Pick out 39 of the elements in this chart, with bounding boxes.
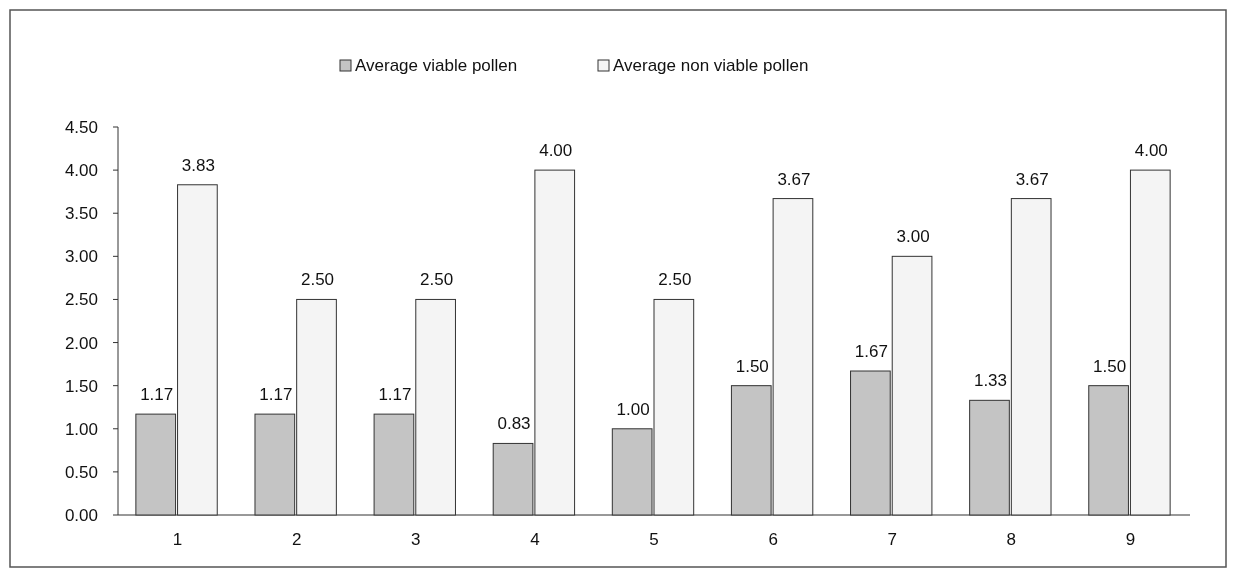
data-label: 1.17 xyxy=(378,385,412,405)
x-tick-label: 6 xyxy=(768,530,778,549)
y-tick-label: 0.50 xyxy=(64,462,98,482)
data-label: 2.50 xyxy=(300,270,335,290)
data-label: 4.00 xyxy=(539,141,573,161)
data-label: 3.83 xyxy=(181,155,215,175)
x-tick-label: 8 xyxy=(1006,530,1017,549)
x-tick-label: 5 xyxy=(649,530,659,549)
x-tick-label: 7 xyxy=(887,530,897,549)
data-label: 3.67 xyxy=(777,169,811,189)
x-tick-label: 3 xyxy=(411,530,421,549)
y-tick-label: 2.50 xyxy=(64,290,98,310)
data-label: 1.67 xyxy=(854,342,888,362)
y-tick-label: 2.00 xyxy=(64,333,98,353)
data-label: 1.50 xyxy=(1093,356,1127,376)
data-label: 1.50 xyxy=(735,356,769,376)
y-tick-label: 1.50 xyxy=(64,376,98,396)
y-tick-label: 4.00 xyxy=(64,161,98,181)
data-label: 0.83 xyxy=(497,414,531,434)
data-label: 3.00 xyxy=(896,227,930,247)
x-tick-label: 9 xyxy=(1125,530,1136,549)
x-tick-label: 1 xyxy=(172,530,183,549)
data-label: 1.00 xyxy=(616,399,650,419)
data-label: 3.67 xyxy=(1015,169,1049,189)
data-label: 1.33 xyxy=(973,371,1008,391)
y-tick-label: 3.50 xyxy=(64,204,98,224)
data-label: 4.00 xyxy=(1134,141,1168,161)
legend-label: Average viable pollen xyxy=(355,56,518,75)
y-tick-label: 4.50 xyxy=(64,117,98,137)
data-label: 2.50 xyxy=(658,270,692,290)
data-label: 2.50 xyxy=(420,270,454,290)
x-tick-label: 2 xyxy=(291,530,302,549)
legend-label: Average non viable pollen xyxy=(613,56,809,75)
data-label: 1.17 xyxy=(140,385,174,405)
y-tick-label: 1.00 xyxy=(64,419,98,439)
data-label: 1.17 xyxy=(259,385,293,405)
y-tick-label: 0.00 xyxy=(64,505,98,525)
x-tick-label: 4 xyxy=(530,530,540,549)
y-tick-label: 3.00 xyxy=(64,247,98,267)
